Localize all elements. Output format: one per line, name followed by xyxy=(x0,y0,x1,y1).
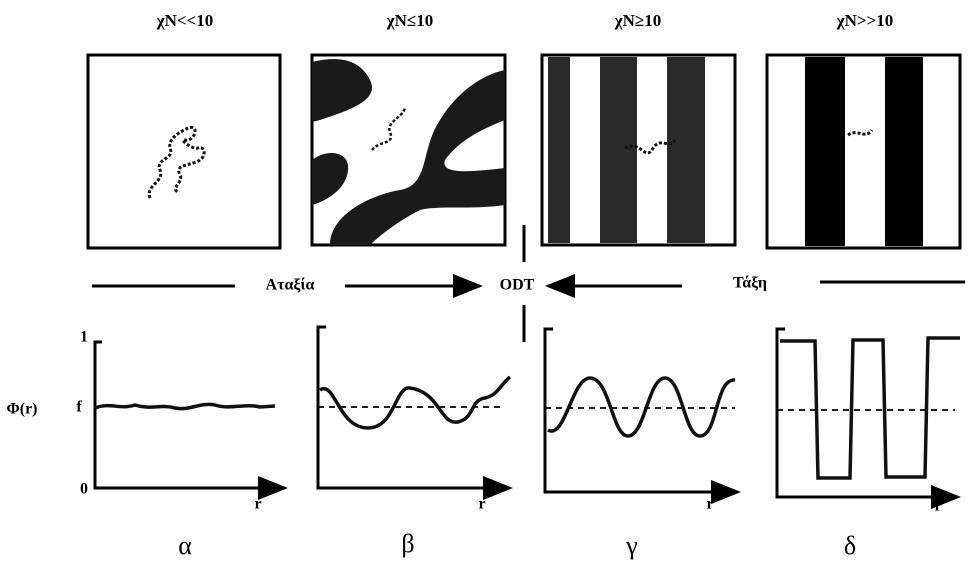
zero-label: 0 xyxy=(80,481,88,498)
morphology-1 xyxy=(88,55,280,248)
disorder-label: Αταξία xyxy=(266,277,315,294)
panel-title: χN<<10 xyxy=(156,11,214,30)
panel-title: χN>>10 xyxy=(836,11,894,30)
x-axis-label: r xyxy=(934,498,941,515)
graph-2 xyxy=(318,327,510,488)
x-axis-label: r xyxy=(254,496,261,513)
graph-3 xyxy=(545,329,738,492)
x-axis-label: r xyxy=(478,496,485,513)
panel-title: χN≥10 xyxy=(614,11,661,30)
f-label: f xyxy=(76,399,82,416)
x-axis-label: r xyxy=(706,496,713,513)
graph-1 xyxy=(95,342,285,488)
panel-letter: δ xyxy=(844,531,856,560)
panel-letter: β xyxy=(401,529,414,558)
panel-title: χN≤10 xyxy=(386,11,433,30)
figure: χN<<10 χN≤10 χN≥10 χN>>10 Αταξία ODT Τάξ xyxy=(0,0,969,563)
order-label: Τάξη xyxy=(733,275,767,292)
y-axis-label: Φ(r) xyxy=(6,401,37,418)
graph-4 xyxy=(777,329,960,497)
top-label: 1 xyxy=(80,329,88,346)
panel-letter: γ xyxy=(625,531,638,560)
morphology-2 xyxy=(312,55,505,245)
panel-letter: α xyxy=(178,531,192,560)
morphology-3 xyxy=(542,55,735,245)
morphology-4 xyxy=(767,55,960,248)
odt-label: ODT xyxy=(500,277,535,294)
